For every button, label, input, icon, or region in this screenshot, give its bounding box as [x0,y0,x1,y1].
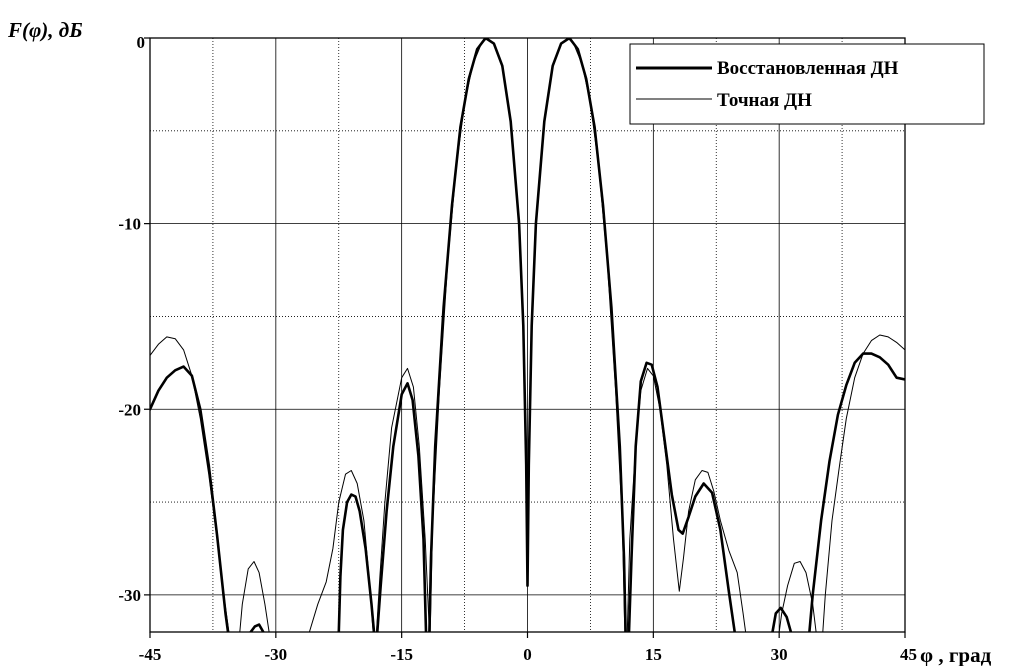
series-exact [150,38,905,632]
y-tick-label: -30 [118,586,141,605]
y-tick-label: 0 [137,33,146,52]
series-line-segment [627,361,736,632]
x-tick-label: -45 [139,645,162,664]
series-line-segment [428,38,627,632]
series-line-segment [808,352,905,632]
series-line-segment [771,606,793,632]
series-line-segment [337,493,376,632]
legend-label-exact: Точная ДН [717,90,812,111]
grid [150,38,905,632]
legend: Восстановленная ДН Точная ДН [629,43,985,125]
x-tick-label: 30 [771,645,788,664]
series-layer [150,38,905,632]
series-line-segment [626,367,747,632]
x-tick-label: 0 [523,645,532,664]
ticks: -45 -30 -15 0 15 30 45 0 -10 -20 -30 [118,33,917,664]
x-tick-label: 15 [645,645,662,664]
series-line-segment [822,334,905,632]
series-line-segment [150,365,230,632]
y-axis-title: F(φ), дБ [7,18,83,42]
series-line-segment [376,367,430,632]
x-axis-title: φ , град [920,643,992,666]
series-line-segment [376,382,428,632]
series-line-segment [249,623,265,632]
series-line-segment [429,38,626,632]
x-tick-label: -15 [390,645,413,664]
legend-label-reconstructed: Восстановленная ДН [717,58,899,79]
y-tick-label: -20 [118,400,141,419]
legend-box [629,43,985,125]
series-line-segment [150,336,230,632]
x-tick-label: -30 [264,645,287,664]
y-tick-label: -10 [118,215,141,234]
series-line-segment [308,470,374,632]
x-tick-label: 45 [900,645,917,664]
series-line-segment [778,561,817,632]
series-line-segment [239,561,270,632]
